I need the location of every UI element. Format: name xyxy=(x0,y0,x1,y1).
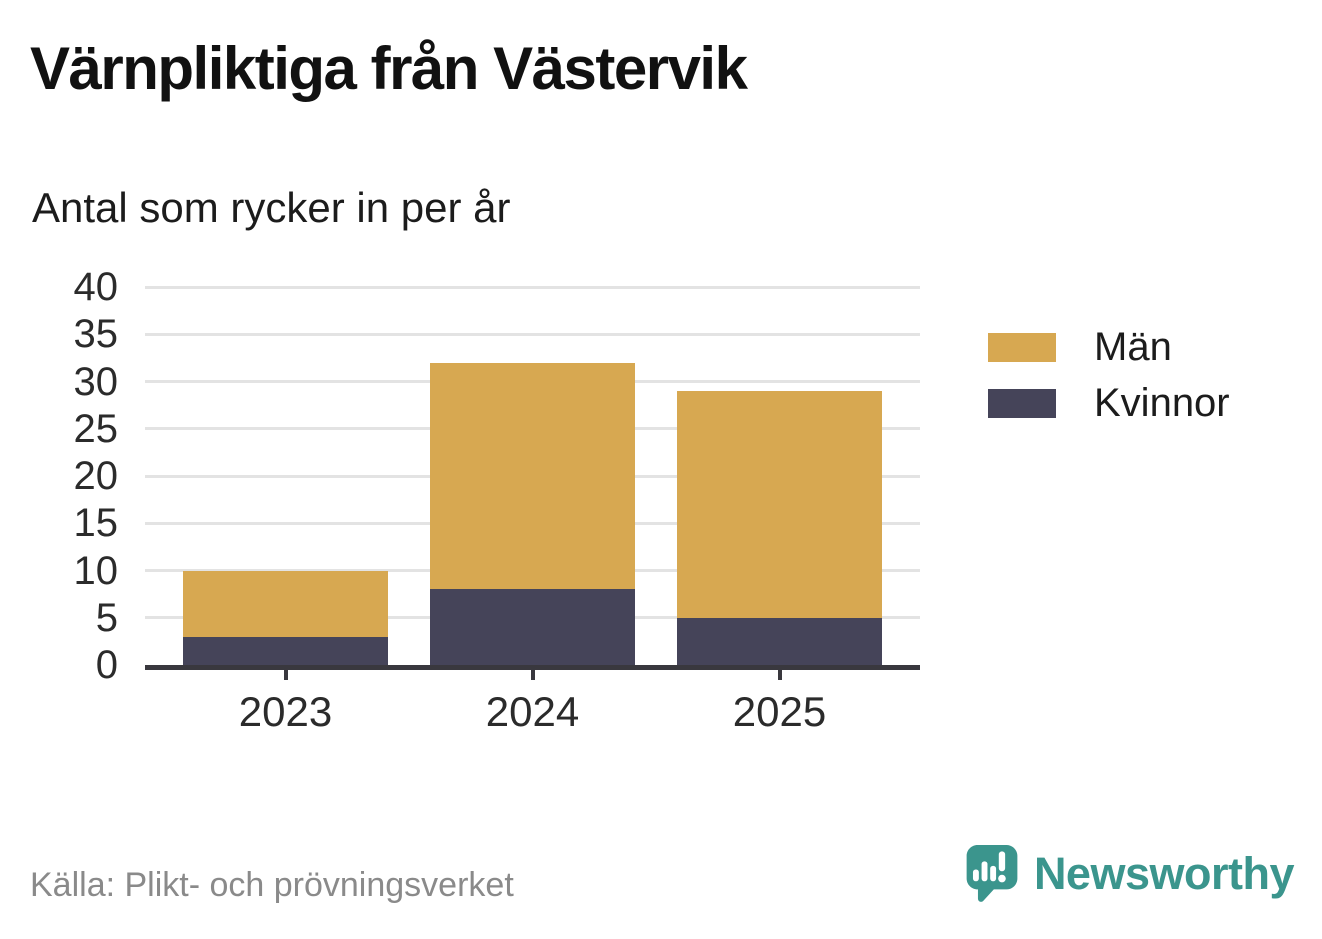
y-tick-label-20: 20 xyxy=(73,454,119,498)
y-tick-label-40: 40 xyxy=(73,265,119,309)
x-tick-2025 xyxy=(777,670,782,680)
x-axis-line xyxy=(145,665,920,670)
bar-segment-2024-Män xyxy=(430,362,635,590)
bar-segment-2023-Kvinnor xyxy=(183,636,388,665)
legend-item-Män: Män xyxy=(988,324,1230,370)
y-tick-label-30: 30 xyxy=(73,359,119,404)
legend-label-Män: Män xyxy=(1094,325,1172,369)
legend-label-Kvinnor: Kvinnor xyxy=(1094,381,1230,425)
x-tick-label-2024: 2024 xyxy=(485,688,580,735)
legend: Män Kvinnor xyxy=(988,324,1230,426)
y-tick-label-0: 0 xyxy=(95,643,118,687)
y-tick-label-5: 5 xyxy=(95,595,118,640)
y-tick-label-25: 25 xyxy=(73,406,119,451)
newsworthy-logo: Newsworthy xyxy=(963,842,1295,906)
bar-segment-2024-Kvinnor xyxy=(430,589,635,665)
bar-segment-2023-Män xyxy=(183,570,388,637)
legend-swatch-Kvinnor xyxy=(988,388,1056,418)
legend-item-Kvinnor: Kvinnor xyxy=(988,380,1230,426)
y-tick-label-35: 35 xyxy=(73,312,119,357)
y-tick-label-15: 15 xyxy=(73,501,119,546)
x-tick-2024 xyxy=(530,670,535,680)
newsworthy-bubble-chart-icon xyxy=(966,845,1018,902)
chart-title: Värnpliktiga från Västervik xyxy=(30,35,748,102)
x-tick-label-2023: 2023 xyxy=(238,688,333,735)
x-tick-2023 xyxy=(283,670,288,680)
y-tick-label-10: 10 xyxy=(73,548,119,593)
legend-swatch-Män xyxy=(988,332,1056,362)
gridline-35 xyxy=(145,332,920,336)
source-note: Källa: Plikt- och prövningsverket xyxy=(30,866,514,904)
bar-segment-2025-Män xyxy=(677,390,882,618)
plot-area xyxy=(145,285,920,680)
gridline-40 xyxy=(145,285,920,289)
newsworthy-wordmark: Newsworthy xyxy=(1033,848,1295,899)
chart-subtitle: Antal som rycker in per år xyxy=(32,184,511,231)
bar-segment-2025-Kvinnor xyxy=(677,617,882,665)
x-tick-label-2025: 2025 xyxy=(732,688,827,735)
